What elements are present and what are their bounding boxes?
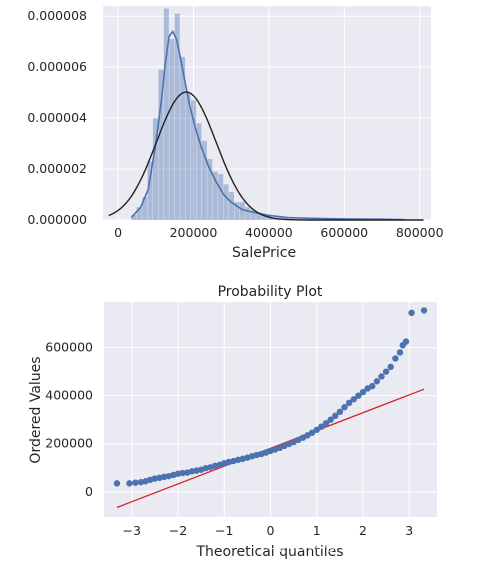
probability-plot-gridlines bbox=[104, 302, 437, 517]
quantile-point bbox=[126, 480, 133, 487]
probability-y-axis-label: Ordered Values bbox=[28, 356, 44, 463]
distribution-x-tick-label: 200000 bbox=[170, 225, 218, 240]
probability-x-tick-label: −1 bbox=[215, 523, 233, 538]
quantile-point bbox=[341, 404, 348, 411]
histogram-bar bbox=[288, 217, 294, 220]
probability-plot: Probability Plot −3 −2 −1 0 1 2 3 0 200000 40000… bbox=[28, 284, 437, 560]
quantile-point bbox=[373, 378, 381, 385]
quantile-points bbox=[113, 307, 428, 487]
quantile-point bbox=[392, 355, 399, 362]
histogram-bars bbox=[131, 8, 403, 221]
distribution-x-tick-label: 800000 bbox=[396, 225, 444, 240]
histogram-bar bbox=[201, 141, 207, 220]
distribution-plot-gridlines bbox=[103, 6, 431, 221]
distribution-plot: 0 200000 400000 600000 800000 0.0000000.0000… bbox=[27, 6, 444, 261]
histogram-bar bbox=[190, 100, 196, 220]
quantile-point bbox=[332, 412, 339, 420]
histogram-bar bbox=[261, 214, 267, 220]
probability-y-tick-label: 0 bbox=[85, 484, 93, 499]
quantile-point bbox=[355, 392, 362, 399]
quantile-point bbox=[396, 349, 404, 356]
histogram-bar bbox=[283, 217, 289, 220]
probability-x-tick-labels: −3 −2 −1 0 1 2 3 bbox=[123, 523, 414, 538]
probability-y-tick-label: 200000 bbox=[45, 436, 93, 451]
histogram-bar bbox=[158, 69, 164, 220]
histogram-bar bbox=[256, 212, 262, 220]
histogram-bar bbox=[234, 202, 240, 220]
quantile-point bbox=[387, 363, 394, 371]
histogram-bar bbox=[180, 56, 186, 221]
distribution-x-tick-labels: 0 200000 400000 600000 800000 bbox=[114, 225, 443, 240]
probability-x-tick-label: −3 bbox=[123, 523, 141, 538]
probability-plot-title: Probability Plot bbox=[218, 284, 323, 300]
quantile-point bbox=[336, 408, 344, 415]
quantile-point bbox=[113, 480, 121, 487]
quantile-point bbox=[382, 368, 390, 375]
probability-y-tick-label: 600000 bbox=[45, 340, 93, 355]
distribution-y-tick-label: 0.000002 bbox=[27, 161, 87, 176]
quantile-point bbox=[350, 396, 357, 403]
quantile-point bbox=[369, 382, 376, 390]
quantile-point bbox=[132, 479, 139, 486]
histogram-bar bbox=[228, 191, 235, 220]
histogram-bar bbox=[185, 92, 191, 220]
quantile-point bbox=[322, 420, 330, 427]
histogram-bar bbox=[250, 209, 256, 220]
distribution-x-axis-label: SalePrice bbox=[232, 245, 296, 261]
normal-fit-curve bbox=[108, 91, 424, 221]
quantile-point bbox=[308, 429, 316, 436]
probability-y-tick-labels: 0 200000 400000 600000 bbox=[45, 340, 93, 499]
quantile-point bbox=[402, 338, 410, 345]
distribution-y-tick-label: 0.000004 bbox=[27, 110, 87, 125]
quantile-point bbox=[327, 416, 334, 423]
distribution-x-tick-label: 0 bbox=[114, 225, 122, 240]
histogram-bar bbox=[245, 207, 251, 220]
probability-x-tick-label: 3 bbox=[405, 523, 413, 538]
quantile-point bbox=[313, 426, 320, 433]
quantile-point bbox=[420, 307, 428, 314]
quantile-point bbox=[408, 309, 415, 317]
distribution-x-tick-label: 600000 bbox=[320, 225, 368, 240]
kde-curve bbox=[130, 29, 405, 221]
distribution-plot-background bbox=[103, 6, 431, 220]
distribution-x-tick-label: 400000 bbox=[245, 225, 293, 240]
quantile-point bbox=[378, 373, 385, 380]
histogram-bar bbox=[163, 8, 169, 220]
histogram-bar bbox=[169, 39, 175, 220]
histogram-bar bbox=[207, 158, 213, 220]
quantile-point bbox=[318, 423, 325, 430]
histogram-bar bbox=[152, 118, 158, 220]
histogram-bar bbox=[212, 171, 218, 220]
distribution-y-tick-labels: 0.000000 0.000002 0.000004 0.000006 0.000008 bbox=[27, 8, 87, 227]
distribution-curves bbox=[108, 29, 424, 221]
distribution-y-tick-label: 0.000008 bbox=[27, 8, 87, 23]
watermark: https://blog.csdn.net/RachelJiang bbox=[260, 538, 475, 553]
probability-x-tick-label: 2 bbox=[359, 523, 367, 538]
histogram-bar bbox=[131, 214, 137, 220]
probability-y-tick-label: 400000 bbox=[45, 388, 93, 403]
quantile-point bbox=[345, 399, 353, 407]
distribution-y-tick-label: 0.000000 bbox=[27, 212, 87, 227]
probability-x-tick-label: 1 bbox=[313, 523, 321, 538]
histogram-bar bbox=[142, 197, 148, 220]
histogram-bar bbox=[218, 174, 224, 220]
histogram-bar bbox=[196, 123, 202, 220]
probability-x-tick-label: −2 bbox=[169, 523, 187, 538]
distribution-y-tick-label: 0.000006 bbox=[27, 59, 87, 74]
histogram-bar bbox=[174, 13, 180, 221]
histogram-bar bbox=[147, 161, 153, 220]
quantile-point bbox=[179, 469, 186, 477]
histogram-bar bbox=[136, 207, 142, 220]
probability-x-axis-label: Theoretical quantiles bbox=[195, 544, 343, 560]
quantile-point bbox=[359, 388, 367, 396]
histogram-bar bbox=[223, 184, 229, 220]
probability-x-tick-label: 0 bbox=[267, 523, 275, 538]
histogram-bar bbox=[239, 202, 245, 220]
